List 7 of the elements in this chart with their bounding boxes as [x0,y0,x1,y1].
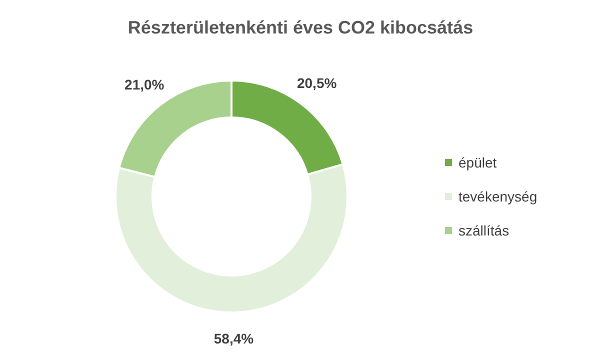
data-label: 21,0% [124,76,165,92]
legend-label: épület [458,154,497,170]
legend-label: tevékenység [458,188,538,204]
data-label: 58,4% [214,330,254,346]
legend-label: szállítás [458,222,510,238]
chart-title: Részterületenkénti éves CO2 kibocsátás [128,18,474,38]
data-label: 20,5% [296,75,338,91]
